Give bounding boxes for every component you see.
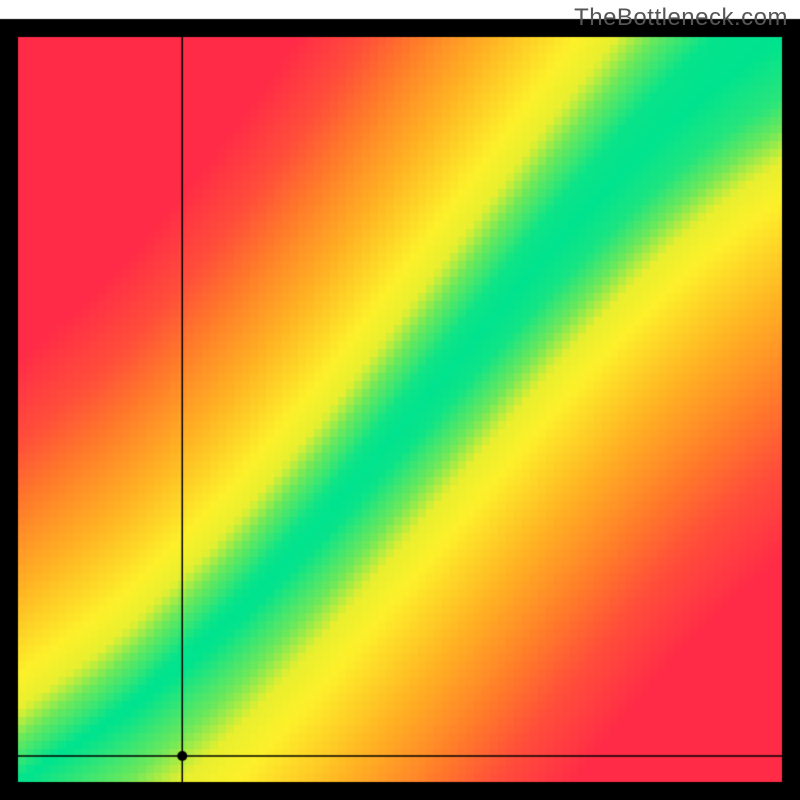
- bottleneck-heatmap: [0, 0, 800, 800]
- watermark-text: TheBottleneck.com: [574, 4, 788, 32]
